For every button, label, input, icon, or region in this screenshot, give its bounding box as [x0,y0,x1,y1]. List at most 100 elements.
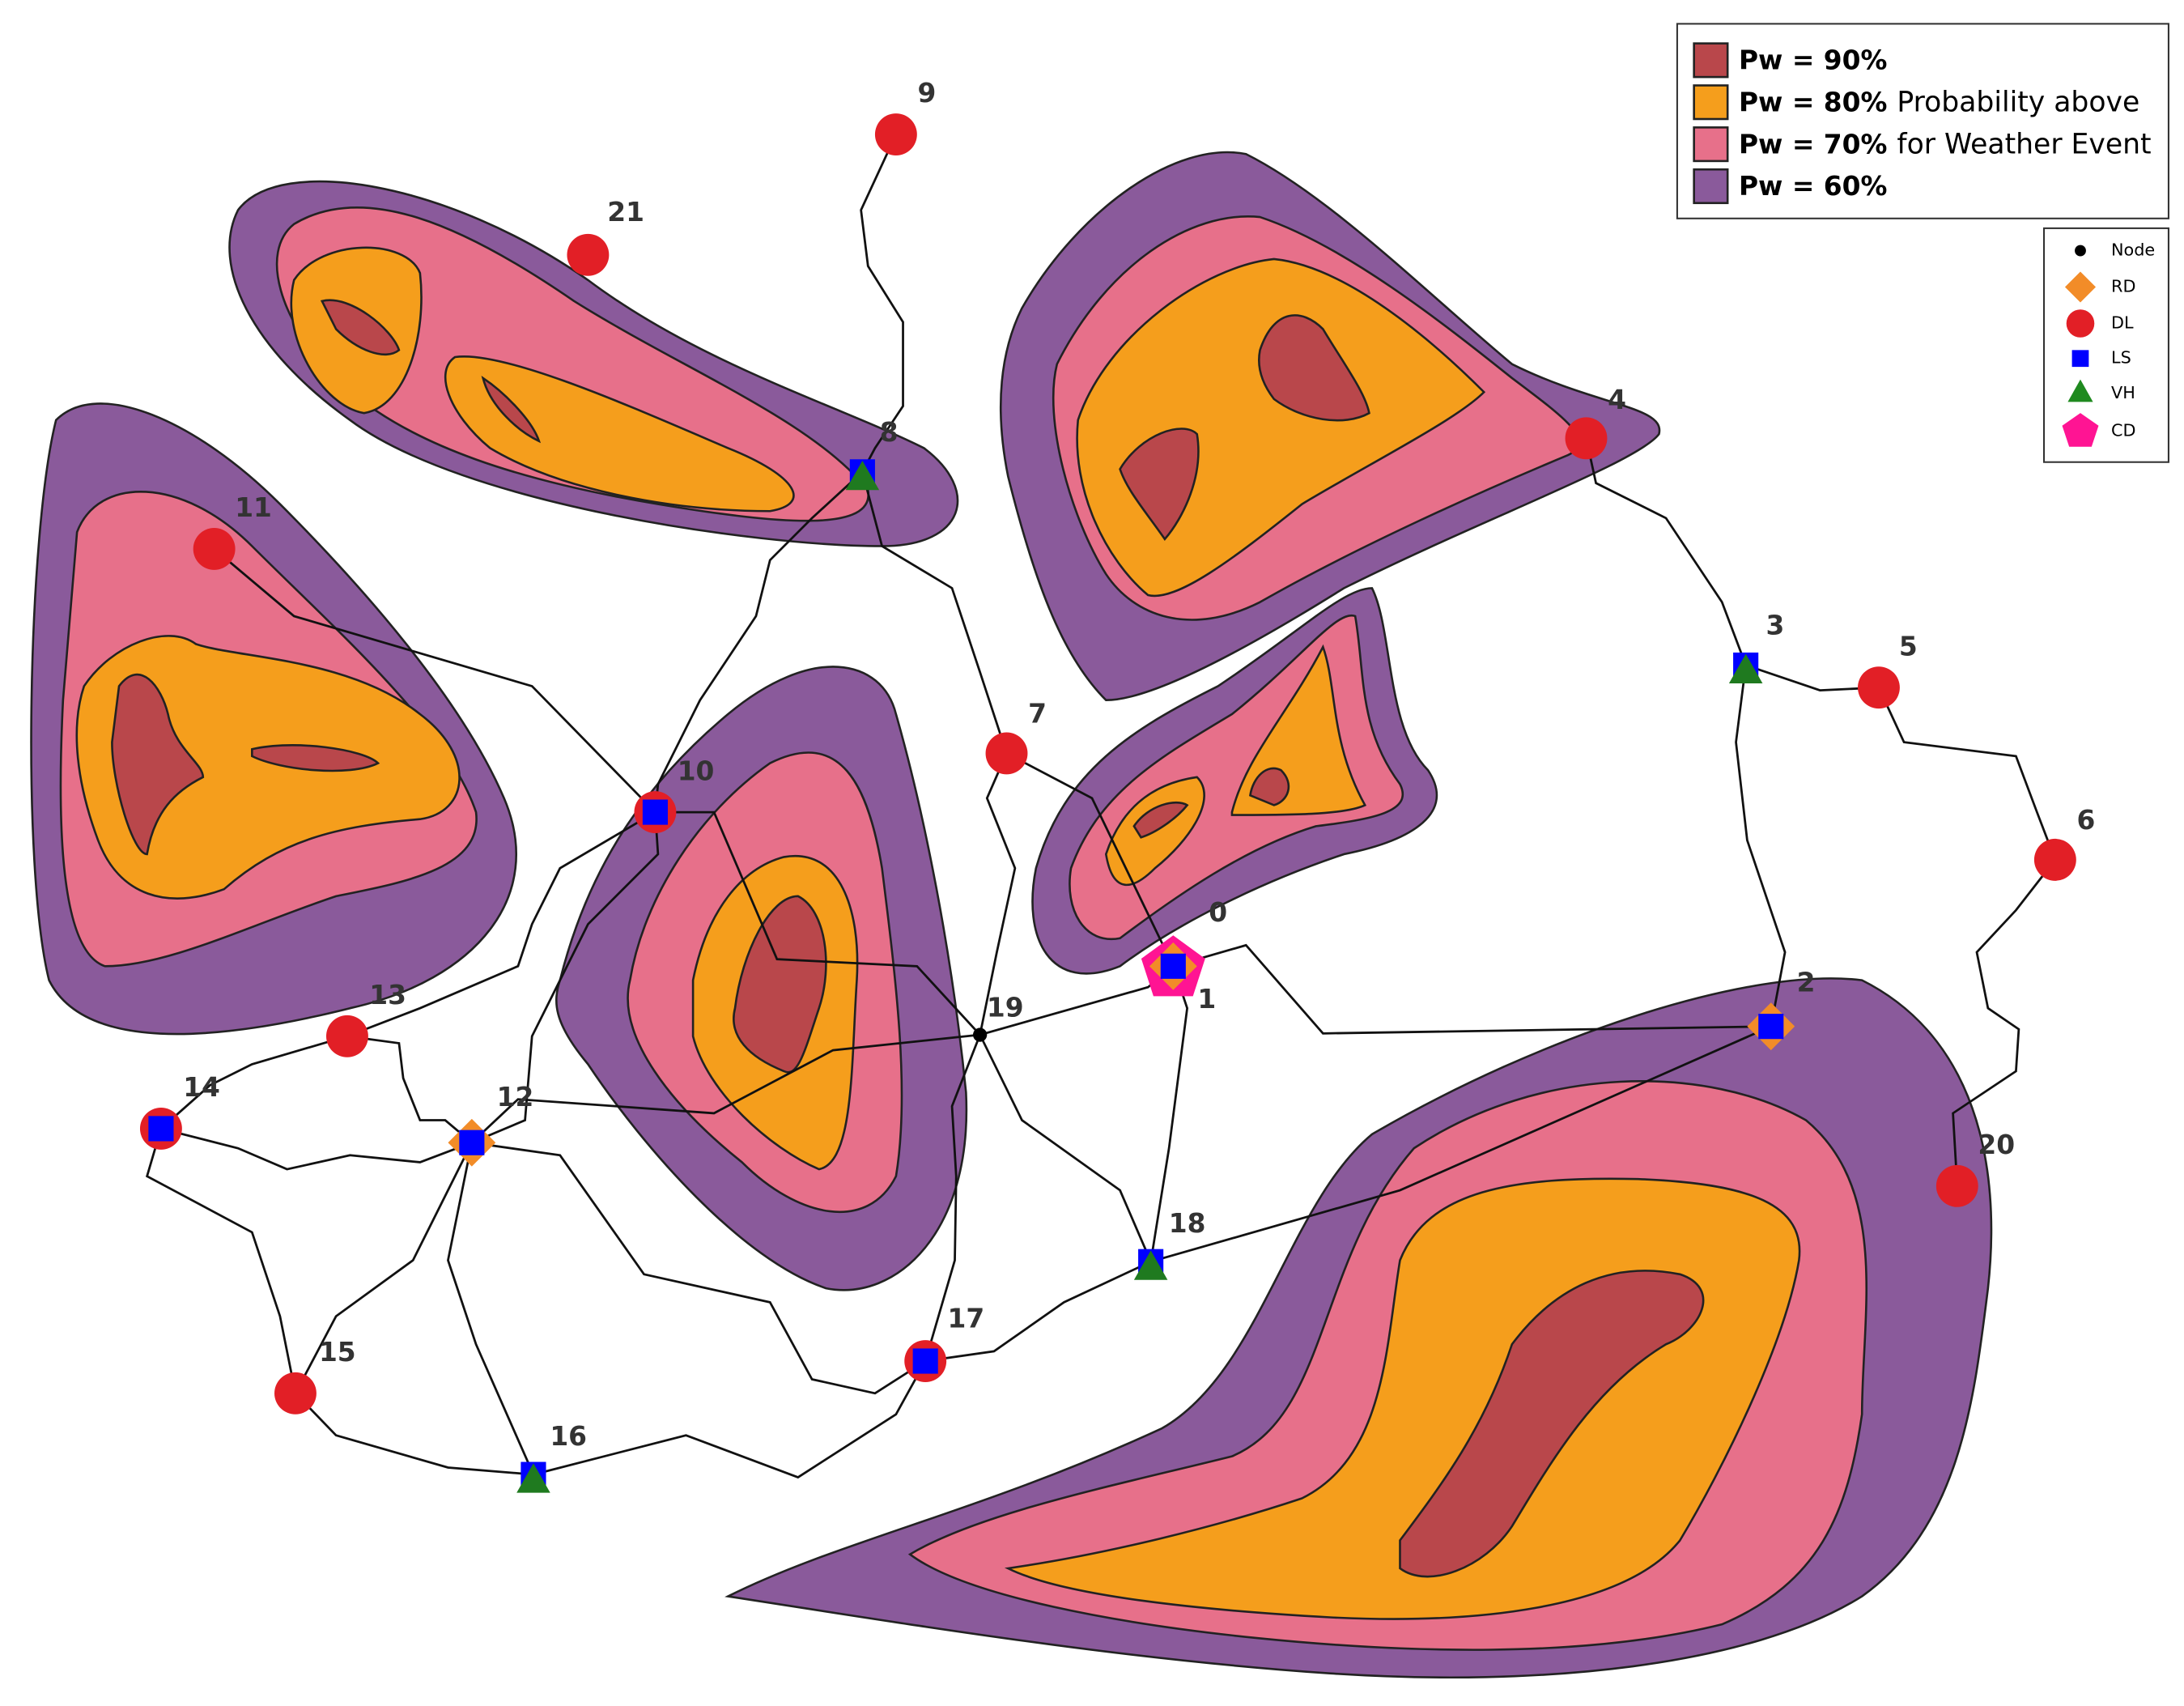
node-label: 1 [1197,984,1216,1015]
symbol-legend: Node RD DL LS VH CD [2042,227,2169,463]
edge [470,1033,980,1144]
legend-symbol [2075,245,2086,257]
legend-swatch [1693,84,1729,121]
region-center [555,666,968,1291]
edge [160,1035,348,1130]
vh-symbol [845,460,880,491]
legend-symbol [2064,271,2097,303]
legend-box [2042,227,2169,463]
legend-label: Pw = 80% [1739,87,1887,117]
node-label: 13 [369,980,406,1010]
node-label: 11 [235,492,272,523]
legend-label: Pw = 60% [1739,171,1887,202]
legend-label: DL [2111,313,2134,333]
edge [860,134,904,473]
dl-symbol [567,233,610,276]
legend-swatch [1693,126,1729,163]
edge [294,1392,534,1476]
edge [213,547,656,814]
node-label: 15 [319,1337,356,1368]
dl-symbol [193,527,236,570]
edge [861,471,1008,754]
edge [655,810,981,1036]
edge [1150,1025,1772,1263]
dl-symbol [1565,417,1608,460]
dl-symbol [985,732,1028,775]
edge [160,1127,473,1171]
node-label: 9 [917,78,936,108]
node-label: 8 [880,417,899,448]
node-label: 3 [1766,610,1785,640]
legend-label: CD [2111,421,2135,440]
edges [145,134,2057,1479]
legend-swatch [1693,168,1729,205]
edge [1952,859,2056,1186]
dl-symbol [2033,838,2076,881]
edge [533,1360,927,1479]
node-label: 10 [678,755,715,786]
contours [30,151,1993,1679]
legend-note: Probability above [1897,86,2139,118]
edge [294,1142,474,1394]
ls-symbol [912,1348,938,1374]
edge [1585,438,1747,666]
region-left [30,402,517,1036]
dl-symbol [1858,666,1900,709]
region-top-left [228,180,959,547]
node-label: 20 [1978,1130,2015,1160]
vh-symbol [1133,1250,1168,1280]
region-top-right [999,151,1661,702]
node-label: 12 [497,1082,534,1113]
dl-symbol [325,1015,368,1057]
region-mid-right [1031,587,1438,975]
legend-symbol [2062,413,2099,447]
edge [925,1260,1152,1363]
dl-symbol [874,113,917,155]
edge [654,470,864,813]
legend-label: RD [2111,277,2135,296]
node-label: 21 [607,197,644,228]
legend-symbol [2071,350,2089,368]
node-label: 2 [1797,967,1816,998]
node-label: 6 [2076,805,2095,836]
legend-label: Pw = 70% [1739,129,1887,160]
edge [979,752,1017,1036]
dl-symbol [274,1372,317,1415]
node-symbol [972,1027,988,1042]
legend-symbol [2067,379,2093,402]
region-bottom-right [724,977,1993,1679]
legend-swatch [1693,42,1729,79]
edge [145,1128,297,1394]
edge [471,811,660,1144]
legend-symbol [2066,309,2095,338]
ls-symbol [1160,953,1186,979]
legend-label: Pw = 90% [1739,45,1887,76]
legend-box [1676,23,2169,219]
ls-symbol [1758,1014,1784,1040]
edge [1735,665,1787,1027]
dl-symbol [1935,1164,1978,1207]
node-label: 19 [987,993,1024,1023]
legend-label: Node [2111,240,2155,260]
ls-symbol [459,1130,485,1155]
ls-symbol [148,1116,174,1142]
edge [471,1141,926,1395]
weather-legend: Pw = 90% Pw = 80% Pw = 70% Pw = 60% Prob… [1676,23,2169,219]
node-label: 18 [1169,1208,1206,1239]
node-label: 0 [1209,897,1227,928]
edge [979,1034,1152,1262]
edge [1172,943,1771,1035]
edge [1005,752,1175,967]
node-label: 4 [1608,385,1626,415]
edge [924,1034,981,1362]
edge [447,1142,535,1475]
edge [346,1035,473,1144]
vh-symbol [1728,653,1763,683]
legend-note: for Weather Event [1897,128,2151,160]
edge [1877,687,2057,861]
ls-symbol [642,799,668,825]
legend-label: LS [2111,348,2131,368]
